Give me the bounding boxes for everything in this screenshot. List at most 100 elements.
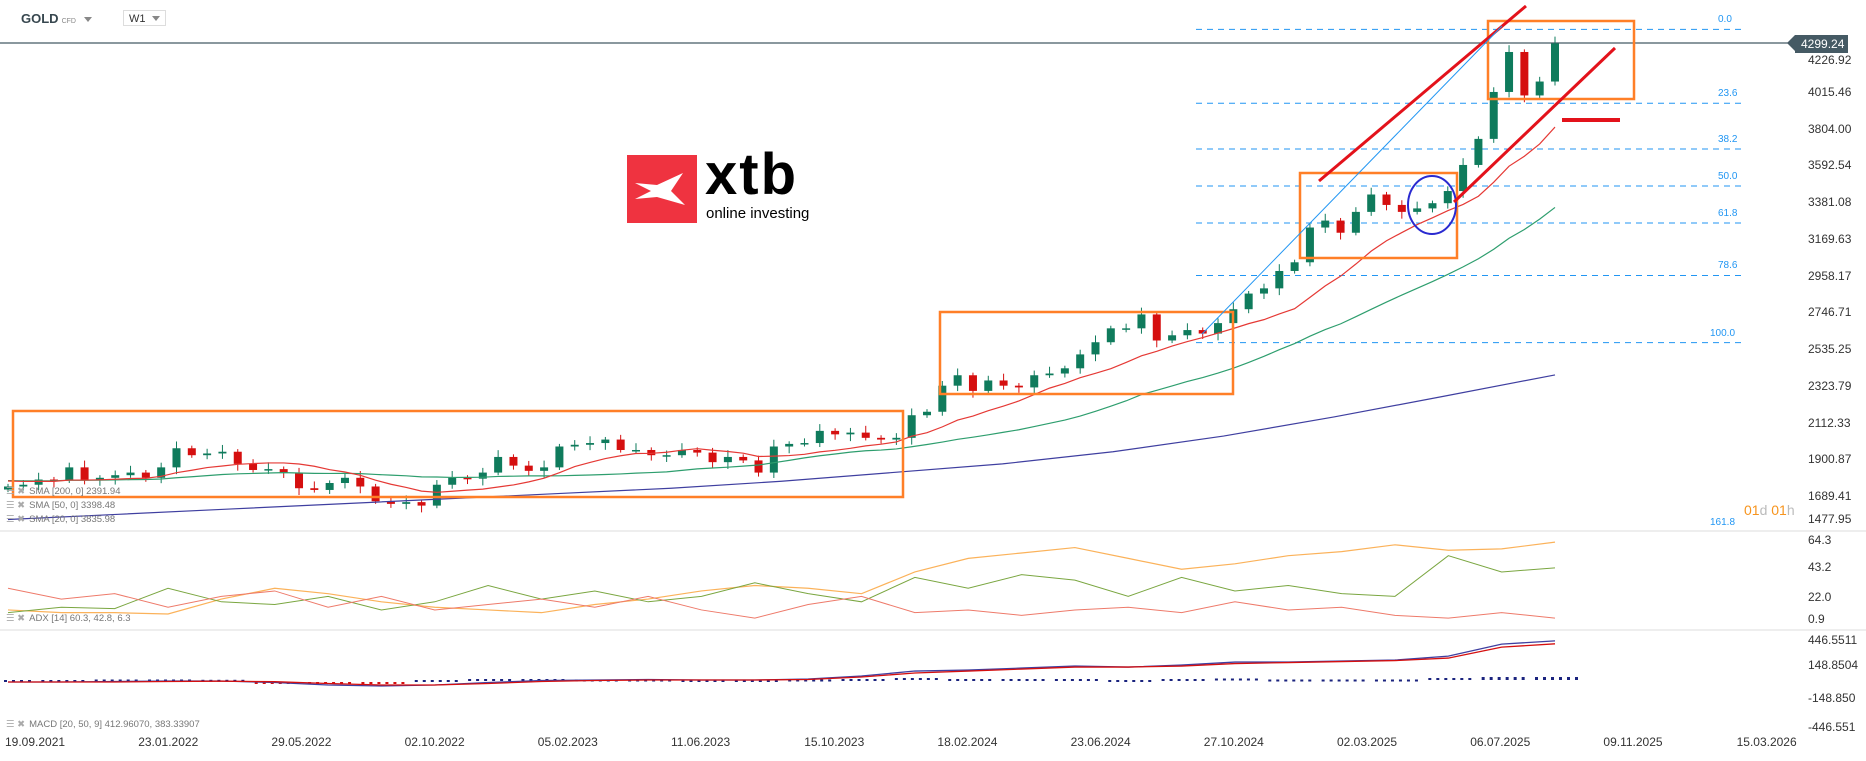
macd-histogram-bar: [1353, 679, 1357, 682]
close-icon[interactable]: ☰ ✖: [6, 613, 26, 624]
timeframe-select[interactable]: W1: [123, 10, 166, 26]
macd-histogram-bar: [1292, 679, 1296, 682]
macd-histogram-bar: [134, 679, 138, 682]
consolidation-box: [938, 310, 1235, 396]
macd-histogram-bar: [1238, 678, 1242, 681]
candle-up: [172, 448, 181, 468]
macd-histogram-bar: [468, 679, 472, 682]
candle-up: [157, 467, 166, 478]
candle-down: [739, 456, 748, 461]
macd-histogram-bar: [1033, 679, 1037, 682]
candle-up: [1106, 328, 1115, 343]
close-icon[interactable]: ☰ ✖: [6, 719, 26, 730]
candle-up: [1045, 373, 1054, 376]
macd-histogram-bar: [484, 679, 488, 682]
candle-up: [846, 432, 855, 435]
candle-up: [1183, 330, 1192, 336]
macd-histogram-bar: [1444, 678, 1448, 681]
macd-histogram-bar: [1001, 679, 1005, 682]
legend-macd[interactable]: ☰ ✖ MACD [20, 50, 9] 412.96070, 383.33907: [6, 719, 200, 730]
axis-tick-label: 1900.87: [1808, 452, 1852, 467]
macd-label: MACD [20, 50, 9] 412.96070, 383.33907: [29, 719, 200, 730]
legend-sma200[interactable]: ☰ ✖ SMA [200, 0] 2391.94: [6, 486, 121, 497]
macd-histogram-bar: [1559, 677, 1562, 680]
candle-up: [1290, 262, 1299, 271]
legend-adx[interactable]: ☰ ✖ ADX [14] 60.3, 42.8, 6.3: [6, 613, 131, 624]
macd-histogram-bar: [918, 678, 922, 681]
candle-up: [478, 472, 487, 479]
macd-histogram-bar: [1132, 680, 1136, 682]
symbol-selector[interactable]: GOLD CFD: [21, 11, 92, 26]
macd-histogram-bar: [713, 680, 717, 682]
macd-histogram-bar: [1009, 679, 1013, 682]
macd-histogram-bar: [1169, 679, 1173, 682]
chevron-down-icon: [152, 16, 160, 21]
macd-histogram-bar: [841, 679, 845, 682]
macd-histogram-bar: [422, 680, 426, 682]
macd-histogram-bar: [849, 679, 853, 682]
macd-histogram-bar: [1041, 679, 1045, 682]
macd-histogram-bar: [1140, 680, 1144, 682]
candle-up: [984, 380, 993, 391]
fib-label: 23.6: [1718, 88, 1738, 100]
candle-down: [831, 430, 840, 435]
macd-histogram-bar: [1246, 678, 1250, 681]
macd-histogram-bar: [1308, 679, 1312, 682]
macd-histogram-bar: [476, 679, 480, 682]
axis-tick-label: 148.8504: [1808, 658, 1859, 672]
macd-histogram-bar: [1505, 677, 1509, 680]
macd-histogram-bar: [1575, 677, 1578, 680]
close-icon[interactable]: ☰ ✖: [6, 514, 26, 525]
candle-down: [417, 502, 426, 506]
macd-histogram-bar: [110, 679, 114, 682]
macd-histogram-bar: [1436, 678, 1440, 681]
plus-di-line: [7, 555, 1556, 614]
axis-tick-label: 2958.17: [1808, 268, 1852, 283]
macd-histogram-bar: [934, 678, 938, 681]
sma50-label: SMA [50, 0] 3398.48: [29, 500, 116, 511]
macd-histogram-bar: [1567, 677, 1570, 680]
macd-histogram-bar: [721, 680, 725, 682]
consolidation-box: [11, 409, 905, 499]
axis-tick-label: 64.3: [1808, 533, 1832, 547]
macd-histogram-bar: [1070, 679, 1074, 682]
candle-up: [1351, 211, 1360, 233]
macd-histogram-bar: [430, 680, 434, 682]
candle-down: [616, 439, 625, 450]
macd-histogram-bar: [1276, 679, 1280, 682]
legend-sma20[interactable]: ☰ ✖ SMA [20, 0] 3835.98: [6, 514, 115, 525]
close-icon[interactable]: ☰ ✖: [6, 500, 26, 511]
macd-histogram-bar: [1086, 679, 1090, 682]
chevron-down-icon[interactable]: [83, 17, 92, 23]
macd-histogram-bar: [1185, 679, 1189, 682]
legend-sma50[interactable]: ☰ ✖ SMA [50, 0] 3398.48: [6, 500, 115, 511]
macd-histogram-bar: [49, 680, 53, 682]
symbol-name: GOLD: [21, 11, 59, 26]
candle-down: [279, 469, 288, 473]
fib-trend-line: [1201, 25, 1503, 335]
date-tick-label: 02.03.2025: [1337, 735, 1398, 749]
candle-down: [524, 465, 533, 471]
candle-up: [800, 443, 809, 445]
macd-histogram-bar: [689, 680, 693, 682]
axis-tick-label: 0.9: [1808, 612, 1825, 626]
macd-histogram-bar: [1361, 679, 1365, 682]
macd-histogram-bar: [705, 680, 709, 682]
macd-histogram-bar: [734, 680, 738, 682]
macd-histogram-bar: [529, 679, 533, 682]
candle-down: [708, 452, 717, 463]
candle-up: [677, 449, 686, 456]
candle-up: [1459, 164, 1468, 192]
macd-histogram-bar: [1390, 679, 1394, 682]
close-icon[interactable]: ☰ ✖: [6, 486, 26, 497]
macd-histogram-bar: [1214, 678, 1218, 681]
timeframe-value: W1: [129, 13, 146, 25]
macd-histogram-bar: [902, 678, 906, 681]
macd-histogram-bar: [857, 679, 861, 682]
candle-up: [34, 479, 43, 485]
macd-histogram-bar: [340, 682, 344, 684]
candle-down: [509, 456, 518, 466]
candle-up: [938, 385, 947, 412]
date-tick-label: 19.09.2021: [5, 735, 66, 749]
